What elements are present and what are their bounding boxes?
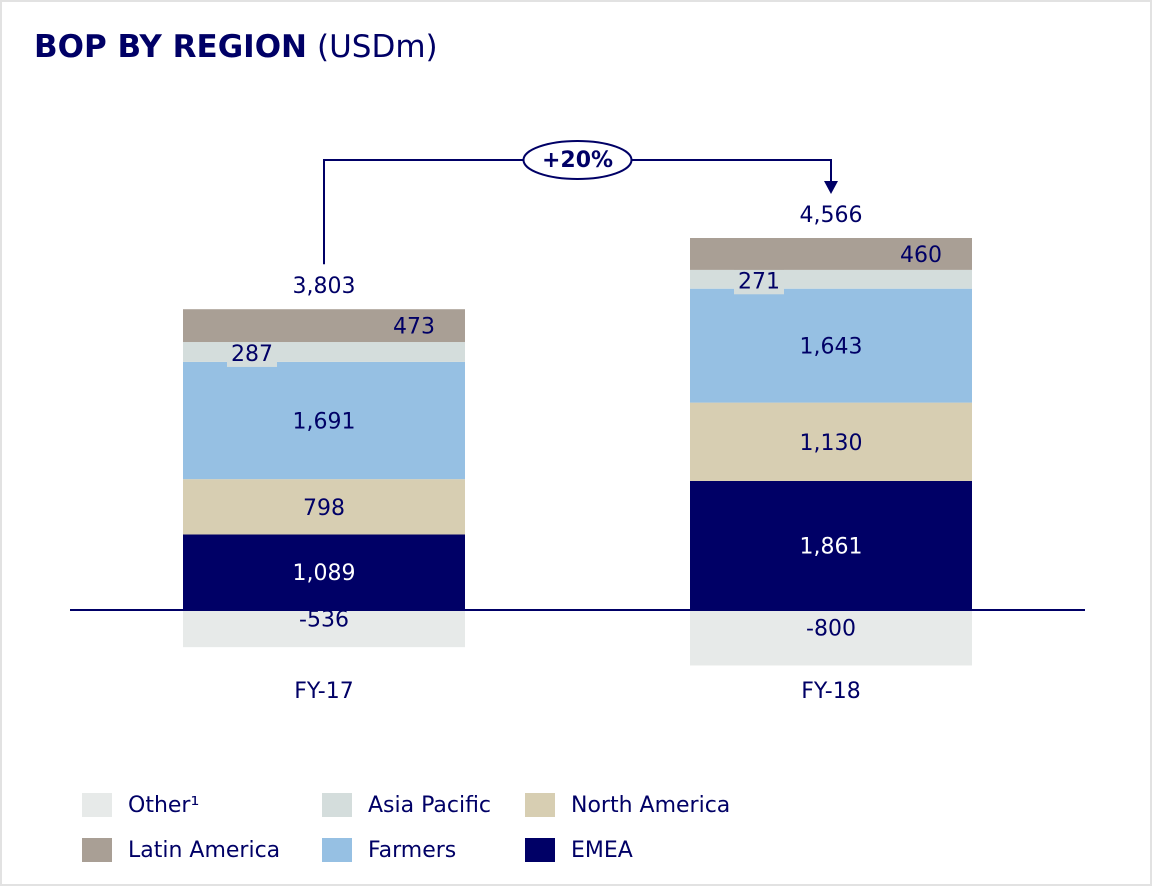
legend-label: Other¹ [128,793,199,818]
x-tick-label: FY-18 [801,679,860,704]
bar-segment [183,534,465,610]
title-unit: (USDm) [317,29,438,65]
value-label: -800 [806,617,856,642]
bar-segment [690,238,972,270]
bar-segment [690,288,972,403]
chart-title: BOP BY REGION (USDm) [34,29,438,65]
value-label: 1,130 [800,431,863,456]
label-box [227,338,277,367]
bar-segment [690,269,972,289]
bar-segment [690,402,972,481]
title-main: BOP BY REGION [34,29,307,65]
value-label: 271 [738,269,780,294]
legend-swatch [525,838,555,862]
legend-label: EMEA [571,838,633,863]
bar-segment [183,610,465,648]
bar-segment [183,479,465,535]
value-label: 473 [393,315,435,340]
value-label: -536 [299,608,349,633]
legend-label: Latin America [128,838,280,863]
bar-segment [183,309,465,343]
legend-swatch [322,838,352,862]
arrow-head [824,181,838,194]
value-label: 1,643 [800,335,863,360]
x-tick-label: FY-17 [294,679,353,704]
legend-swatch [525,793,555,817]
total-label: 3,803 [293,274,356,299]
annotation-bubble [522,140,633,180]
legend-label: North America [571,793,730,818]
legend-label: Asia Pacific [368,793,491,818]
legend-swatch [322,793,352,817]
value-label: 798 [303,496,345,521]
value-label: 1,089 [293,561,356,586]
value-label: 1,861 [800,534,863,559]
bar-segment [183,361,465,480]
legend-swatch [82,838,112,862]
value-label: 1,691 [293,410,356,435]
label-box [734,266,784,295]
bar-segment [690,610,972,666]
value-label: 460 [900,243,942,268]
legend-label: Farmers [368,838,456,863]
legend-swatch [82,793,112,817]
value-label: 287 [231,342,273,367]
total-label: 4,566 [800,203,863,228]
bar-segment [183,342,465,362]
annotation: +20% [542,148,613,173]
bar-segment [690,480,972,610]
